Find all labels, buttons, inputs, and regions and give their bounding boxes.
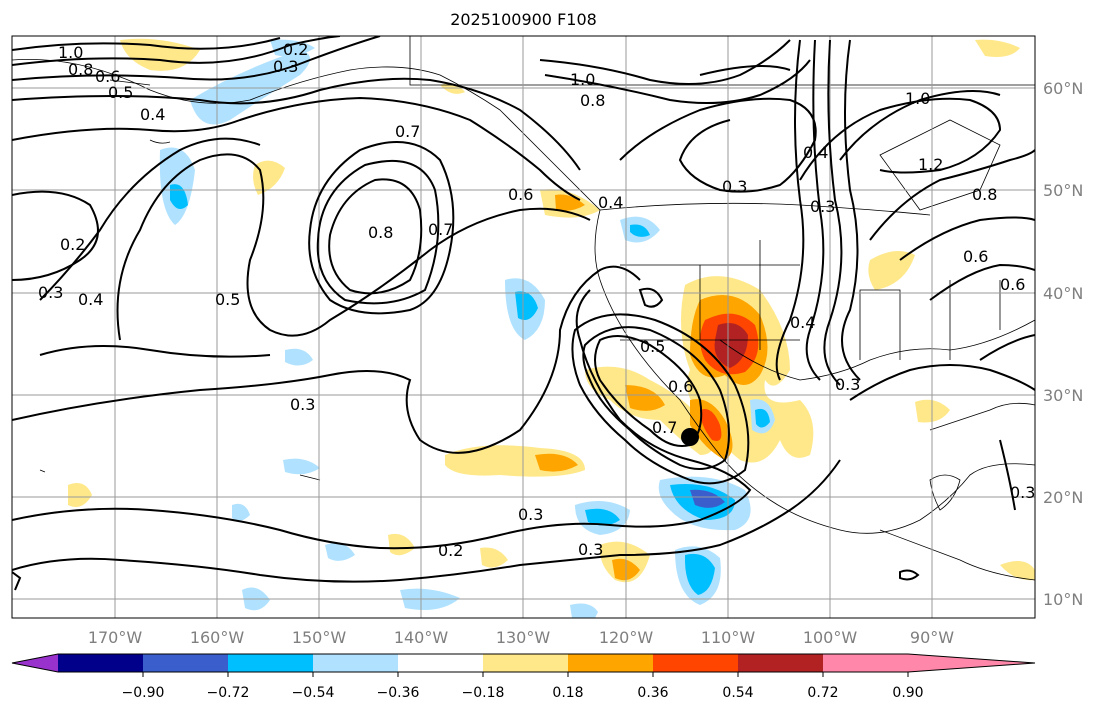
storm-center-marker [681,428,699,446]
lat-tick-label: 30°N [1043,386,1083,405]
contour-label: 0.5 [640,337,665,356]
gridlines [12,36,1035,618]
colorbar-segment [653,654,738,672]
colorbar-tick-label: −0.90 [122,685,165,701]
contour-label: 1.0 [905,89,930,108]
shading-negative [159,39,775,618]
colorbar-tick-label: 0.18 [552,685,583,701]
contour-label: 0.8 [972,185,997,204]
contour-label: 1.0 [58,43,83,62]
contour-label: 0.6 [95,67,120,86]
lon-tick-label: 120°W [599,628,654,647]
colorbar-segment [568,654,653,672]
colorbar-tick-label: −0.18 [462,685,505,701]
map-border [11,35,1036,619]
lat-tick-label: 10°N [1043,590,1083,609]
colorbar-segment [483,654,568,672]
colorbar-segment [823,654,908,672]
contour-label: 0.3 [722,177,747,196]
contour-label: 0.5 [215,290,240,309]
contour-label: 0.4 [598,193,623,212]
contour-label: 0.2 [60,235,85,254]
contour-label: 0.2 [283,40,308,59]
colorbar-extend-high [908,654,1035,672]
contour-label: 0.6 [668,377,693,396]
lat-tick-label: 60°N [1043,79,1083,98]
contour-label: 0.3 [38,283,63,302]
contour-label: 0.3 [578,540,603,559]
contour-label: 0.4 [78,290,103,309]
lon-tick-label: 160°W [190,628,245,647]
contour-label: 0.2 [438,541,463,560]
contour-label-layer: 1.0 0.8 0.6 0.5 0.4 0.2 0.3 0.7 0.8 0.7 … [38,40,1035,560]
colorbar-tick-label: 0.54 [722,685,753,701]
colorbar-segment [228,654,313,672]
contour-label: 0.3 [518,505,543,524]
colorbar-outline [11,653,1036,673]
lat-tick-label: 50°N [1043,181,1083,200]
lon-tick-label: 90°W [910,628,954,647]
lon-tick-label: 130°W [496,628,551,647]
contour-label: 0.8 [68,60,93,79]
contour-label: 0.7 [428,220,453,239]
colorbar-tick-label: −0.72 [207,685,250,701]
contour-label: 1.0 [570,70,595,89]
contour-label: 0.5 [108,83,133,102]
map-title: 2025100900 F108 [450,10,597,29]
lon-tick-label: 100°W [803,628,858,647]
contour-label: 0.8 [580,91,605,110]
contour-label: 0.6 [963,247,988,266]
contour-label: 0.7 [395,122,420,141]
colorbar-tick-label: 0.72 [807,685,838,701]
contour-label: 0.3 [1010,483,1035,502]
colorbar-segment [313,654,398,672]
lat-tick-label: 20°N [1043,488,1083,507]
contour-label: 1.2 [918,155,943,174]
colorbar-tick-label: −0.54 [292,685,335,701]
colorbar: −0.90 −0.72 −0.54 −0.36 −0.18 0.18 0.36 … [11,653,1036,701]
coastlines [12,36,1035,581]
contour-label: 0.6 [508,185,533,204]
lon-tick-label: 170°W [88,628,143,647]
contour-label: 0.3 [273,57,298,76]
lon-tick-label: 110°W [701,628,756,647]
colorbar-segment [738,654,823,672]
latitude-labels: 60°N 50°N 40°N 30°N 20°N 10°N [1043,79,1083,609]
contour-label: 0.7 [652,418,677,437]
longitude-labels: 170°W 160°W 150°W 140°W 130°W 120°W 110°… [88,628,954,647]
contour-label: 0.4 [140,105,165,124]
colorbar-segment [143,654,228,672]
colorbar-tick-label: 0.90 [892,685,923,701]
contour-label: 0.8 [368,223,393,242]
contour-label: 0.3 [290,395,315,414]
colorbar-segment [398,654,483,672]
contour-label: 0.4 [790,313,815,332]
contour-label: 0.3 [835,375,860,394]
lon-tick-label: 150°W [292,628,347,647]
contour-label: 0.3 [810,197,835,216]
shading-positive [68,38,1035,583]
colorbar-segment [58,654,143,672]
contour-lines [12,36,1035,591]
contour-label: 0.6 [1000,275,1025,294]
contour-label: 0.4 [803,143,828,162]
colorbar-tick-label: 0.36 [637,685,668,701]
colorbar-extend-low [12,654,58,672]
colorbar-tick-label: −0.36 [377,685,420,701]
lat-tick-label: 40°N [1043,284,1083,303]
lon-tick-label: 140°W [394,628,449,647]
